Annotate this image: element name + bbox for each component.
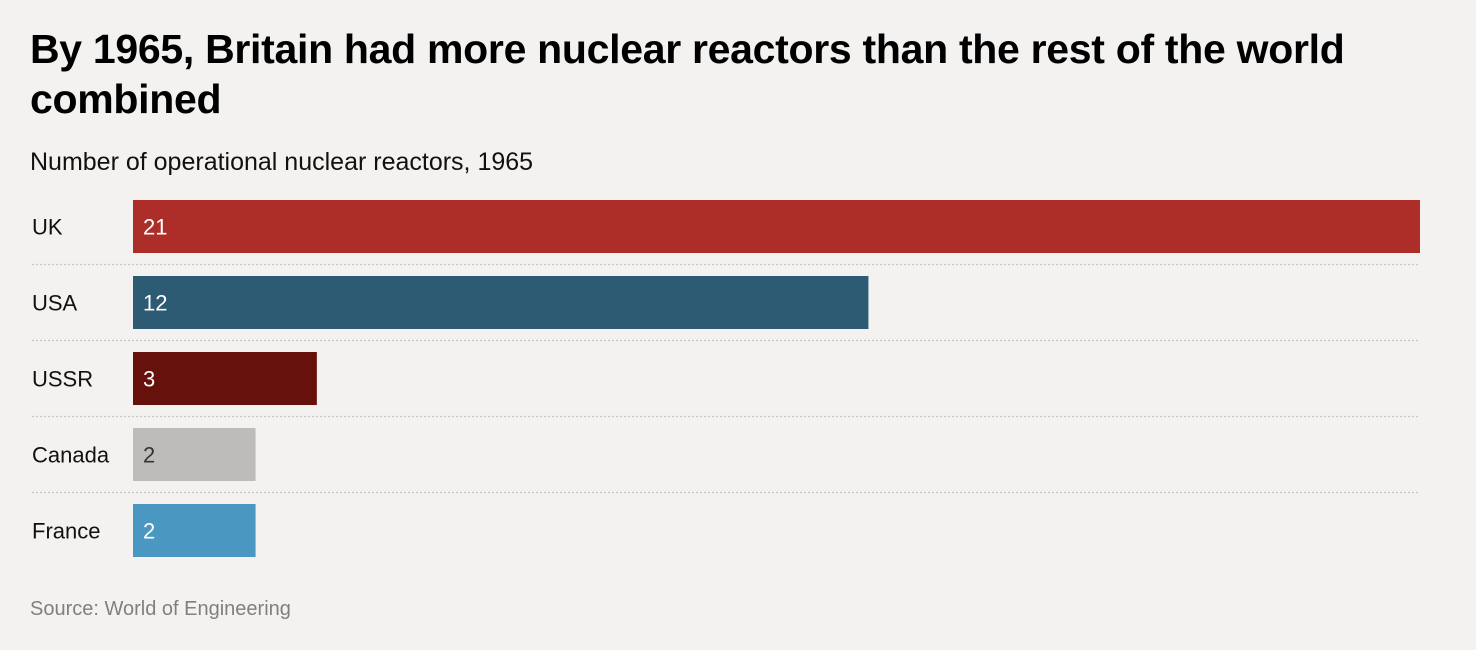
value-label: 3 <box>143 367 155 392</box>
value-label: 2 <box>143 519 155 544</box>
category-label: USSR <box>32 367 93 392</box>
bar-usa <box>133 276 869 329</box>
value-label: 12 <box>143 291 167 316</box>
chart-title: By 1965, Britain had more nuclear reacto… <box>30 26 1345 122</box>
bar-france <box>133 504 256 557</box>
bar-uk <box>133 200 1420 253</box>
value-label: 21 <box>143 215 167 240</box>
category-label: Canada <box>32 443 110 468</box>
bar-chart: UK 21 USA 12 USSR 3 Canada 2 France 2 <box>32 200 1420 557</box>
category-label: UK <box>32 215 63 240</box>
category-label: USA <box>32 291 78 316</box>
bar-canada <box>133 428 256 481</box>
category-label: France <box>32 519 100 544</box>
bar-ussr <box>133 352 317 405</box>
source-note: Source: World of Engineering <box>30 598 291 620</box>
chart-subtitle: Number of operational nuclear reactors, … <box>30 148 534 176</box>
value-label: 2 <box>143 443 155 468</box>
